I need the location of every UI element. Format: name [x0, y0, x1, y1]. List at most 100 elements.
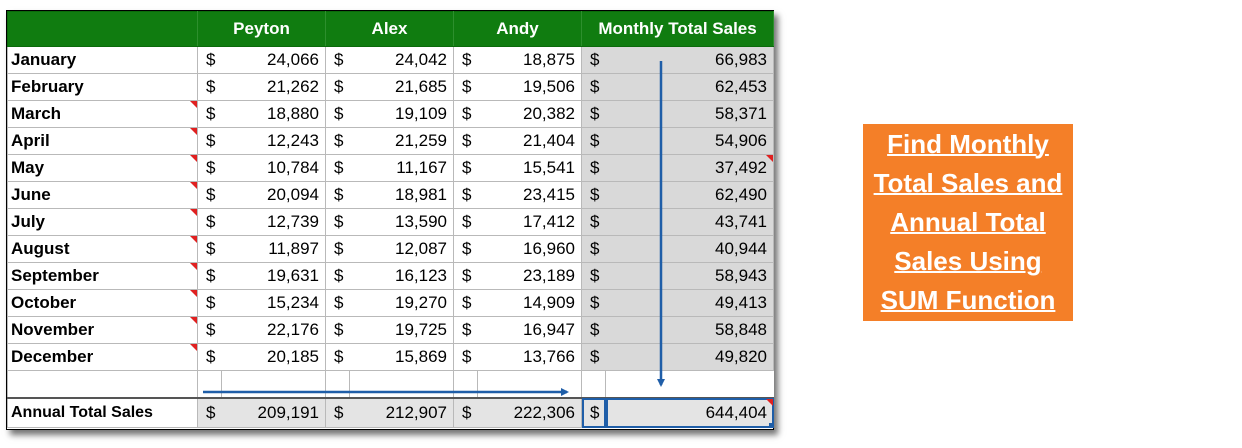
- monthly-total-cell[interactable]: 49,413: [605, 289, 775, 317]
- alex-value-cell[interactable]: 19,270: [349, 289, 455, 317]
- currency-symbol[interactable]: $: [453, 73, 478, 101]
- currency-symbol[interactable]: $: [581, 316, 606, 344]
- currency-symbol[interactable]: $: [325, 181, 350, 209]
- currency-symbol[interactable]: $: [453, 343, 478, 371]
- currency-symbol[interactable]: $: [581, 396, 606, 428]
- month-cell[interactable]: December: [7, 343, 198, 371]
- peyton-value-cell[interactable]: 19,631: [221, 262, 326, 290]
- monthly-total-cell[interactable]: 54,906: [605, 127, 775, 155]
- empty-cell[interactable]: [221, 370, 326, 398]
- andy-value-cell[interactable]: 19,506: [477, 73, 583, 101]
- alex-value-cell[interactable]: 12,087: [349, 235, 455, 263]
- currency-symbol[interactable]: $: [325, 316, 350, 344]
- currency-symbol[interactable]: $: [197, 396, 222, 428]
- header-andy[interactable]: Andy: [453, 11, 583, 47]
- monthly-total-cell[interactable]: 58,943: [605, 262, 775, 290]
- currency-symbol[interactable]: $: [197, 46, 222, 74]
- andy-value-cell[interactable]: 20,382: [477, 100, 583, 128]
- alex-value-cell[interactable]: 11,167: [349, 154, 455, 182]
- peyton-value-cell[interactable]: 12,243: [221, 127, 326, 155]
- currency-symbol[interactable]: $: [581, 235, 606, 263]
- currency-symbol[interactable]: $: [197, 316, 222, 344]
- currency-symbol[interactable]: $: [453, 316, 478, 344]
- annual-andy-cell[interactable]: 222,306: [477, 396, 583, 428]
- currency-symbol[interactable]: $: [453, 396, 478, 428]
- monthly-total-cell[interactable]: 58,371: [605, 100, 775, 128]
- peyton-value-cell[interactable]: 15,234: [221, 289, 326, 317]
- month-cell[interactable]: November: [7, 316, 198, 344]
- currency-symbol[interactable]: $: [581, 208, 606, 236]
- peyton-value-cell[interactable]: 24,066: [221, 46, 326, 74]
- currency-symbol[interactable]: $: [581, 127, 606, 155]
- currency-symbol[interactable]: $: [325, 127, 350, 155]
- currency-symbol[interactable]: $: [325, 343, 350, 371]
- monthly-total-cell[interactable]: 43,741: [605, 208, 775, 236]
- month-cell[interactable]: April: [7, 127, 198, 155]
- currency-symbol[interactable]: $: [325, 100, 350, 128]
- month-cell[interactable]: October: [7, 289, 198, 317]
- currency-symbol[interactable]: $: [453, 127, 478, 155]
- alex-value-cell[interactable]: 16,123: [349, 262, 455, 290]
- month-cell[interactable]: August: [7, 235, 198, 263]
- alex-value-cell[interactable]: 19,725: [349, 316, 455, 344]
- peyton-value-cell[interactable]: 20,094: [221, 181, 326, 209]
- peyton-value-cell[interactable]: 12,739: [221, 208, 326, 236]
- empty-cell[interactable]: [197, 370, 222, 398]
- month-cell[interactable]: June: [7, 181, 198, 209]
- monthly-total-cell[interactable]: 62,490: [605, 181, 775, 209]
- month-cell[interactable]: May: [7, 154, 198, 182]
- header-corner-cell[interactable]: [7, 11, 198, 47]
- currency-symbol[interactable]: $: [197, 289, 222, 317]
- monthly-total-cell[interactable]: 62,453: [605, 73, 775, 101]
- currency-symbol[interactable]: $: [581, 100, 606, 128]
- annual-total-label[interactable]: Annual Total Sales: [7, 396, 198, 428]
- empty-cell[interactable]: [477, 370, 583, 398]
- alex-value-cell[interactable]: 19,109: [349, 100, 455, 128]
- andy-value-cell[interactable]: 13,766: [477, 343, 583, 371]
- andy-value-cell[interactable]: 14,909: [477, 289, 583, 317]
- currency-symbol[interactable]: $: [453, 154, 478, 182]
- peyton-value-cell[interactable]: 18,880: [221, 100, 326, 128]
- currency-symbol[interactable]: $: [581, 181, 606, 209]
- andy-value-cell[interactable]: 21,404: [477, 127, 583, 155]
- currency-symbol[interactable]: $: [325, 262, 350, 290]
- peyton-value-cell[interactable]: 11,897: [221, 235, 326, 263]
- currency-symbol[interactable]: $: [581, 262, 606, 290]
- currency-symbol[interactable]: $: [453, 100, 478, 128]
- andy-value-cell[interactable]: 16,947: [477, 316, 583, 344]
- currency-symbol[interactable]: $: [453, 235, 478, 263]
- empty-cell[interactable]: [581, 370, 606, 398]
- andy-value-cell[interactable]: 16,960: [477, 235, 583, 263]
- alex-value-cell[interactable]: 13,590: [349, 208, 455, 236]
- currency-symbol[interactable]: $: [325, 46, 350, 74]
- currency-symbol[interactable]: $: [325, 73, 350, 101]
- currency-symbol[interactable]: $: [197, 208, 222, 236]
- currency-symbol[interactable]: $: [581, 73, 606, 101]
- alex-value-cell[interactable]: 15,869: [349, 343, 455, 371]
- month-cell[interactable]: July: [7, 208, 198, 236]
- annual-peyton-cell[interactable]: 209,191: [221, 396, 326, 428]
- currency-symbol[interactable]: $: [197, 235, 222, 263]
- alex-value-cell[interactable]: 24,042: [349, 46, 455, 74]
- fill-handle[interactable]: [769, 423, 773, 427]
- header-alex[interactable]: Alex: [324, 11, 455, 47]
- header-peyton[interactable]: Peyton: [197, 11, 326, 47]
- monthly-total-cell[interactable]: 40,944: [605, 235, 775, 263]
- andy-value-cell[interactable]: 17,412: [477, 208, 583, 236]
- andy-value-cell[interactable]: 15,541: [477, 154, 583, 182]
- currency-symbol[interactable]: $: [581, 289, 606, 317]
- monthly-total-cell[interactable]: 49,820: [605, 343, 775, 371]
- month-cell[interactable]: September: [7, 262, 198, 290]
- andy-value-cell[interactable]: 18,875: [477, 46, 583, 74]
- currency-symbol[interactable]: $: [197, 154, 222, 182]
- alex-value-cell[interactable]: 18,981: [349, 181, 455, 209]
- currency-symbol[interactable]: $: [197, 100, 222, 128]
- currency-symbol[interactable]: $: [325, 289, 350, 317]
- currency-symbol[interactable]: $: [197, 127, 222, 155]
- annual-alex-cell[interactable]: 212,907: [349, 396, 455, 428]
- currency-symbol[interactable]: $: [197, 262, 222, 290]
- empty-cell[interactable]: [605, 370, 774, 398]
- currency-symbol[interactable]: $: [453, 46, 478, 74]
- currency-symbol[interactable]: $: [325, 208, 350, 236]
- currency-symbol[interactable]: $: [453, 208, 478, 236]
